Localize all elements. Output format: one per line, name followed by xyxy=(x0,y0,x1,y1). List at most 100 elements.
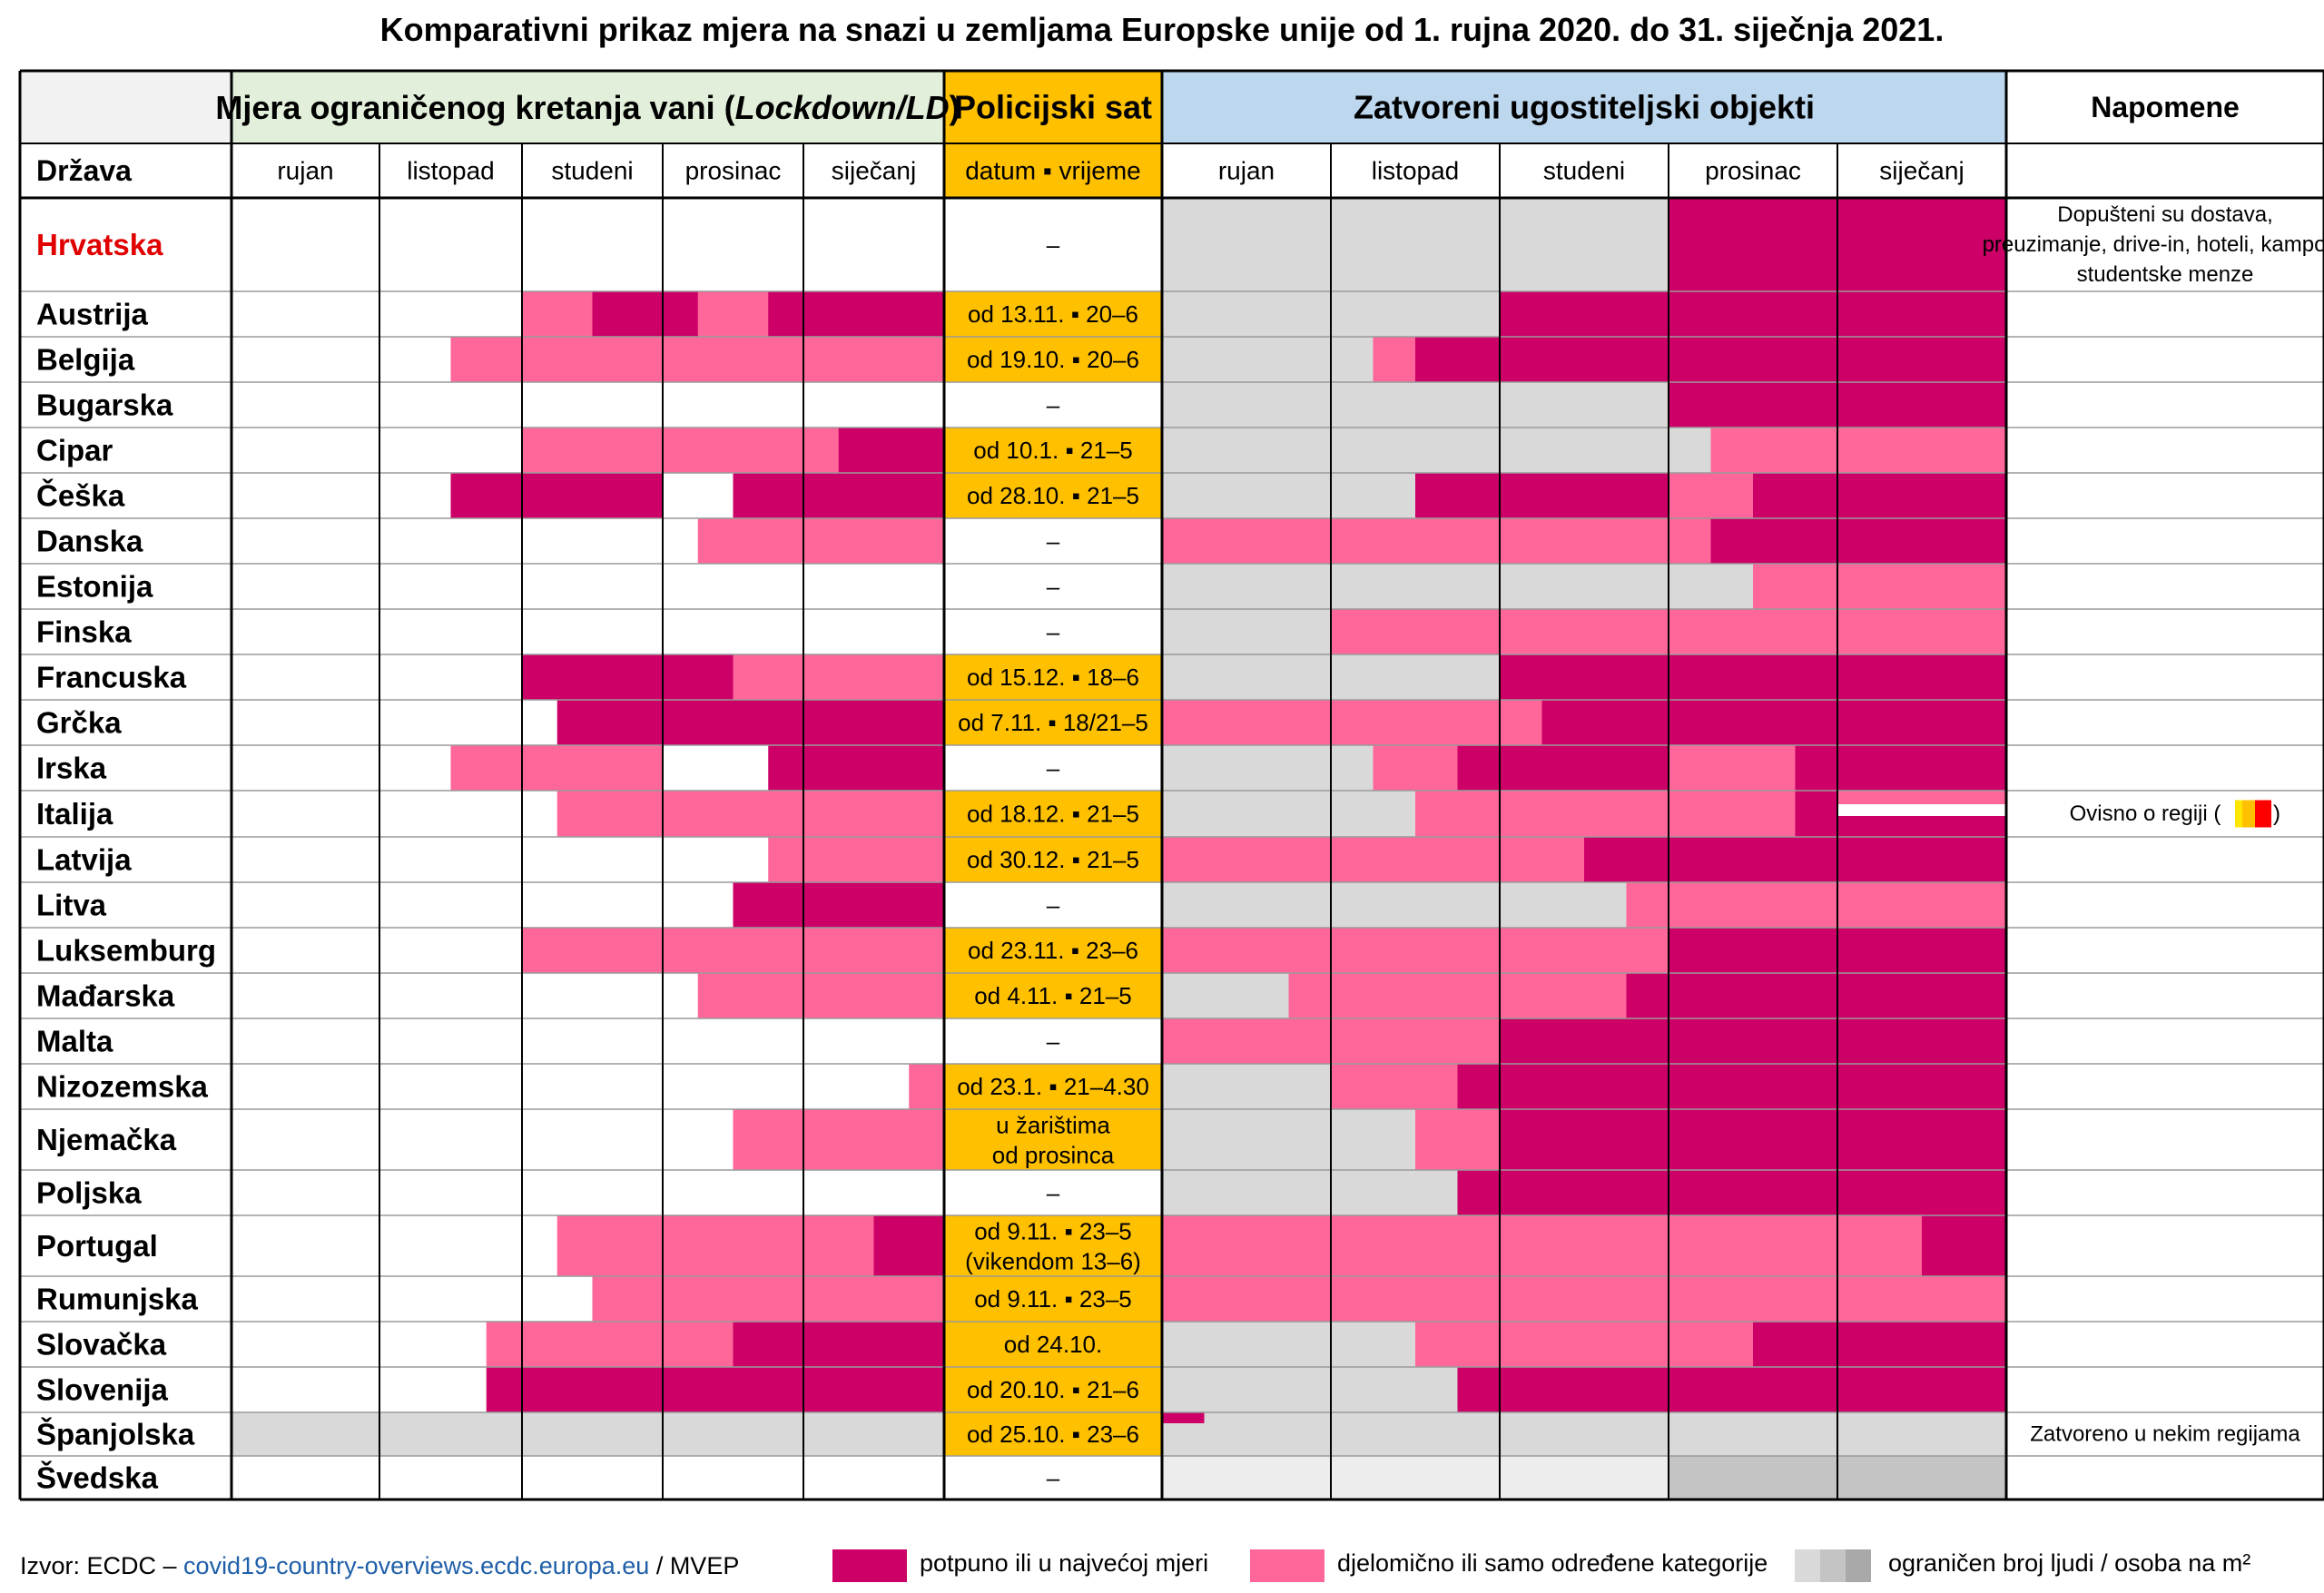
lockdown-segment xyxy=(556,928,594,973)
hospitality-segment xyxy=(1500,700,1543,745)
hospitality-segment xyxy=(1162,1456,1206,1500)
curfew-cell xyxy=(944,791,1162,837)
hospitality-segment xyxy=(1162,700,1206,745)
hospitality-segment xyxy=(1500,745,1543,791)
hospitality-segment xyxy=(1964,1109,2007,1170)
hospitality-segment xyxy=(1626,1412,1669,1456)
hospitality-segment xyxy=(1373,564,1416,609)
lockdown-segment xyxy=(768,837,804,882)
lockdown-segment xyxy=(697,291,734,337)
lockdown-segment xyxy=(768,428,804,473)
hospitality-segment xyxy=(1964,337,2007,382)
hospitality-segment xyxy=(1837,1018,1881,1064)
hospitality-segment xyxy=(1331,1215,1374,1276)
lockdown-segment xyxy=(231,1412,270,1456)
lockdown-segment xyxy=(909,518,945,564)
hospitality-segment xyxy=(1541,291,1585,337)
hospitality-segment xyxy=(1288,1018,1332,1064)
lockdown-segment xyxy=(592,1367,628,1412)
hospitality-segment xyxy=(1373,700,1416,745)
curfew-value: – xyxy=(1047,618,1060,645)
hospitality-segment xyxy=(1879,1170,1923,1215)
lockdown-segment xyxy=(803,1215,840,1276)
hospitality-segment xyxy=(1753,1412,1797,1456)
hospitality-segment xyxy=(1500,791,1543,837)
hospitality-segment xyxy=(1795,1276,1838,1322)
curfew-value: – xyxy=(1047,1464,1060,1491)
hospitality-segment xyxy=(1541,609,1585,654)
lockdown-segment xyxy=(697,428,734,473)
hospitality-segment xyxy=(1415,609,1459,654)
hospitality-segment xyxy=(1669,654,1712,700)
lockdown-segment xyxy=(627,1215,664,1276)
measures-table: Mjera ograničenog kretanja vani (Lockdow… xyxy=(18,69,2324,1501)
lockdown-segment xyxy=(733,700,769,745)
hospitality-segment xyxy=(1373,1064,1416,1109)
hospitality-segment xyxy=(1584,1412,1628,1456)
hospitality-segment xyxy=(1710,928,1754,973)
lockdown-segment xyxy=(838,1109,875,1170)
hospitality-segment xyxy=(1795,745,1838,791)
hospitality-segment xyxy=(1753,1215,1797,1276)
footer: Izvor: ECDC – covid19-country-overviews.… xyxy=(0,1543,2324,1588)
hospitality-segment xyxy=(1415,745,1459,791)
hospitality-segment xyxy=(1837,1109,1881,1170)
hospitality-segment xyxy=(1710,1215,1754,1276)
hospitality-segment xyxy=(1753,928,1797,973)
hospitality-segment xyxy=(1246,1412,1290,1456)
lockdown-segment xyxy=(486,1412,523,1456)
hospitality-segment xyxy=(1288,382,1332,428)
hospitality-segment xyxy=(1246,928,1290,973)
lockdown-segment xyxy=(556,700,594,745)
lockdown-segment xyxy=(450,473,487,518)
lockdown-segment xyxy=(556,428,594,473)
lockdown-segment xyxy=(450,337,487,382)
hospitality-segment xyxy=(1373,928,1416,973)
hospitality-segment xyxy=(1288,198,1332,291)
hospitality-segment xyxy=(1922,382,1965,428)
hospitality-segment xyxy=(1204,1322,1247,1367)
legend-label-limited: ograničen broj ljudi / osoba na m² xyxy=(1888,1549,2251,1577)
hospitality-segment xyxy=(1964,198,2007,291)
hospitality-segment xyxy=(1415,928,1459,973)
hospitality-segment xyxy=(1795,1367,1838,1412)
hospitality-segment xyxy=(1584,473,1628,518)
hospitality-segment-stripe xyxy=(1964,791,2007,804)
hospitality-segment xyxy=(1415,700,1459,745)
source-link[interactable]: covid19-country-overviews.ecdc.europa.eu xyxy=(183,1552,650,1579)
hospitality-segment xyxy=(1837,973,1881,1018)
hospitality-segment xyxy=(1331,1276,1374,1322)
hospitality-segment xyxy=(1500,609,1543,654)
note-paren: ) xyxy=(2273,801,2280,826)
hospitality-segment xyxy=(1626,973,1669,1018)
lockdown-segment xyxy=(486,745,523,791)
hospitality-segment xyxy=(1669,428,1712,473)
hospitality-segment xyxy=(1246,564,1290,609)
curfew-cell xyxy=(944,1456,1162,1500)
lockdown-segment xyxy=(909,882,945,928)
lockdown-segment xyxy=(838,973,875,1018)
hospitality-segment xyxy=(1626,198,1669,291)
hospitality-month-5: siječanj xyxy=(1879,157,1964,185)
lockdown-segment xyxy=(697,1322,734,1367)
hospitality-segment xyxy=(1669,473,1712,518)
lockdown-segment xyxy=(768,882,804,928)
curfew-value: od 23.11. ▪ 23–6 xyxy=(968,937,1138,964)
lockdown-segment xyxy=(733,1322,769,1367)
hospitality-segment xyxy=(1964,1215,2007,1276)
lockdown-segment xyxy=(733,1276,769,1322)
hospitality-segment xyxy=(1753,837,1797,882)
hospitality-segment xyxy=(1373,428,1416,473)
hospitality-segment xyxy=(1795,609,1838,654)
lockdown-segment xyxy=(909,473,945,518)
curfew-cell xyxy=(944,1412,1162,1456)
curfew-cell xyxy=(944,745,1162,791)
hospitality-month-3: studeni xyxy=(1543,157,1625,185)
curfew-cell xyxy=(944,1109,1162,1170)
lockdown-segment xyxy=(838,1322,875,1367)
curfew-cell xyxy=(944,1018,1162,1064)
hospitality-segment xyxy=(1204,198,1247,291)
hospitality-segment xyxy=(1584,1064,1628,1109)
hospitality-segment xyxy=(1964,1456,2007,1500)
hospitality-segment xyxy=(1331,198,1374,291)
